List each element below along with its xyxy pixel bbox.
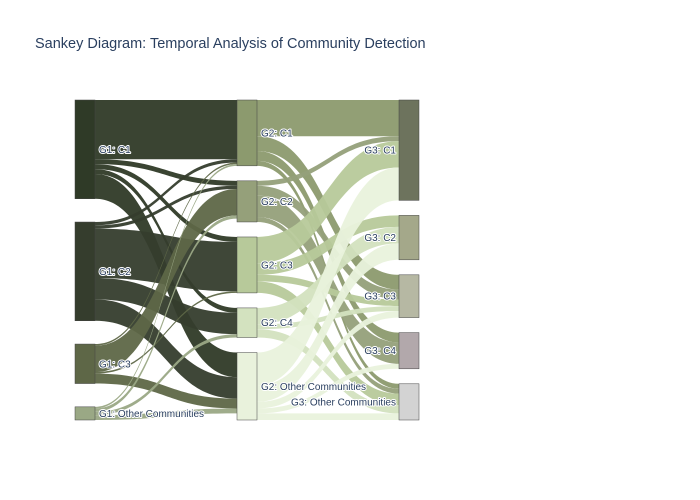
node-label-g3c3: G3: C3 — [364, 292, 396, 303]
link-g2c2-to-g3c1[interactable] — [257, 136, 399, 186]
link-g1oc-to-g2c1[interactable] — [95, 164, 237, 409]
node-label-g1c2: G1: C2 — [99, 267, 131, 278]
node-g3oc[interactable] — [398, 383, 420, 421]
links-layer — [95, 100, 399, 420]
link-g1oc-to-g2c4[interactable] — [95, 334, 237, 416]
labels-layer: G1: C1 G1: C2 G1: C3 G1: Other Communities G… — [98, 127, 397, 421]
link-g2c3-to-g3oc[interactable] — [257, 281, 399, 406]
node-label-g1c3: G1: C3 — [99, 359, 131, 370]
node-label-g2c4: G2: C4 — [261, 318, 293, 329]
node-label-g1oc: G1: Other Communities — [99, 409, 204, 420]
node-g3c1[interactable] — [398, 99, 420, 201]
link-g1oc-to-g2oc[interactable] — [95, 408, 237, 420]
node-g1oc[interactable] — [74, 406, 96, 421]
link-g2c3-to-g3c2[interactable] — [257, 215, 399, 275]
node-label-g3c4: G3: C4 — [364, 346, 396, 357]
node-label-g3c2: G3: C2 — [364, 233, 396, 244]
node-label-g1c1: G1: C1 — [99, 145, 131, 156]
link-g1c1-to-g2c2[interactable] — [95, 159, 237, 186]
node-label-g3c1: G3: C1 — [364, 146, 396, 157]
node-g2c4[interactable] — [236, 307, 258, 338]
link-g1c2-to-g2c1[interactable] — [95, 159, 237, 226]
link-g2oc-to-g3c2[interactable] — [257, 243, 399, 402]
node-label-g2c1: G2: C1 — [261, 128, 293, 139]
nodes-layer — [74, 99, 420, 421]
link-g2c4-to-g3oc[interactable] — [257, 329, 399, 414]
link-g1c1-to-g2c1[interactable] — [95, 100, 237, 160]
node-g2c2[interactable] — [236, 180, 258, 223]
link-g2oc-to-g3c3[interactable] — [257, 311, 399, 409]
node-g3c2[interactable] — [398, 215, 420, 261]
node-g1c2[interactable] — [74, 221, 96, 322]
link-g1c2-to-g2c4[interactable] — [95, 277, 237, 335]
link-g2c3-to-g3c1[interactable] — [257, 141, 399, 264]
node-g2c3[interactable] — [236, 236, 258, 294]
node-label-g2c2: G2: C2 — [261, 197, 293, 208]
link-g1c1-to-g2c3[interactable] — [95, 164, 237, 242]
link-g1c3-to-g2c2[interactable] — [95, 189, 237, 373]
link-g2oc-to-g3c1[interactable] — [257, 167, 399, 386]
link-g1oc-to-g2c2[interactable] — [95, 215, 237, 412]
link-g1c2-to-g2c3[interactable] — [95, 228, 237, 292]
node-label-g2c3: G2: C3 — [261, 260, 293, 271]
chart-title: Sankey Diagram: Temporal Analysis of Com… — [35, 36, 426, 52]
link-g1c3-to-g2c3[interactable] — [95, 291, 237, 374]
node-label-g2oc: G2: Other Communities — [261, 382, 366, 393]
link-g2c2-to-g3oc[interactable] — [257, 217, 399, 394]
link-g1c2-to-g2c2[interactable] — [95, 185, 237, 229]
link-g1c2-to-g2oc[interactable] — [95, 299, 237, 399]
node-g3c3[interactable] — [398, 274, 420, 318]
node-g3c4[interactable] — [398, 332, 420, 370]
link-g2oc-to-g3c4[interactable] — [257, 363, 399, 414]
node-g2c1[interactable] — [236, 99, 258, 167]
link-g2oc-to-g3oc[interactable] — [257, 413, 399, 420]
node-label-g3oc: G3: Other Communities — [291, 397, 396, 408]
node-g1c1[interactable] — [74, 99, 96, 199]
link-g1c3-to-g2c1[interactable] — [95, 162, 237, 346]
link-g2c1-to-g3c1[interactable] — [257, 100, 399, 137]
node-g1c3[interactable] — [74, 343, 96, 384]
node-g2oc[interactable] — [236, 352, 258, 421]
